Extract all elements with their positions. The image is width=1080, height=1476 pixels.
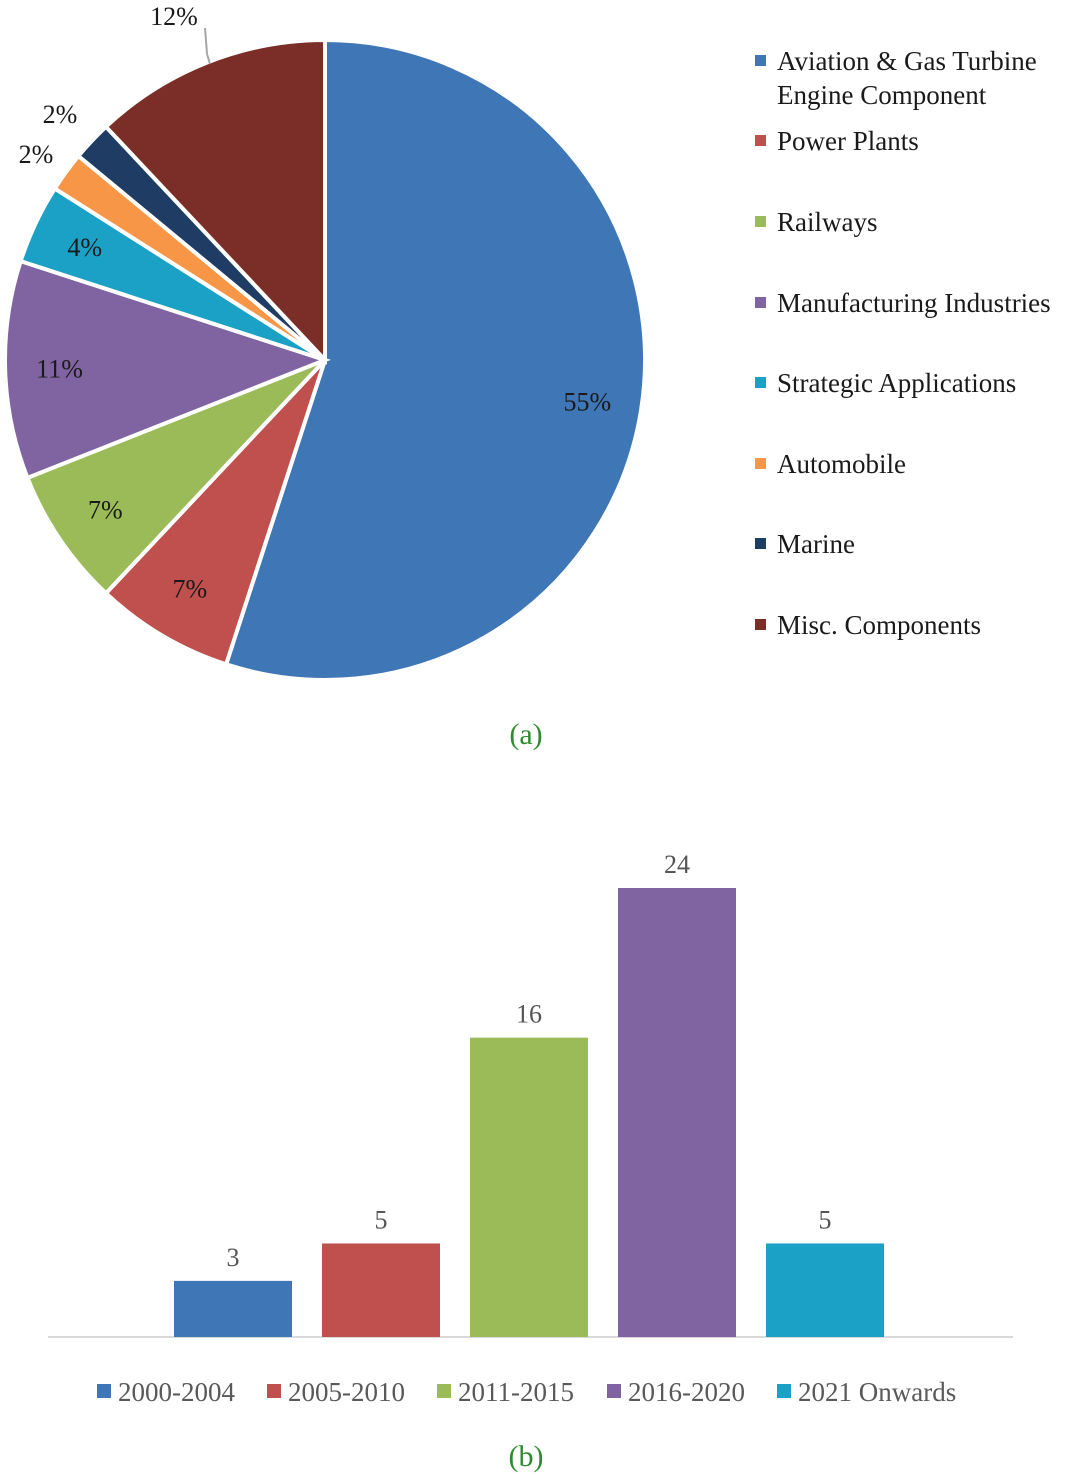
legend-label: 2021 Onwards xyxy=(798,1377,956,1407)
bar-data-label: 5 xyxy=(375,1205,388,1234)
bar-legend: 2000-2004 2005-2010 2011-2015 2016-2020 2021… xyxy=(97,1377,956,1407)
pie-data-label: 11% xyxy=(36,354,83,383)
caption-a: (a) xyxy=(509,718,542,751)
legend-label: Power Plants xyxy=(777,126,919,156)
legend-swatch xyxy=(755,619,766,630)
bar-data-label: 24 xyxy=(664,850,690,879)
legend-label: 2011-2015 xyxy=(458,1377,574,1407)
legend-swatch xyxy=(97,1384,111,1398)
legend-swatch xyxy=(755,216,766,227)
pie-data-label: 55% xyxy=(563,388,611,417)
legend-swatch xyxy=(755,538,766,549)
bar-data-label: 3 xyxy=(227,1243,240,1272)
bar-data-label: 16 xyxy=(516,1000,542,1029)
legend-swatch xyxy=(755,458,766,469)
legend-swatch xyxy=(777,1384,791,1398)
legend-label: Railways xyxy=(777,207,878,237)
bar-2021-onwards xyxy=(766,1243,884,1337)
legend-swatch xyxy=(607,1384,621,1398)
legend-swatch xyxy=(755,297,766,308)
bar-2011-2015 xyxy=(470,1037,588,1337)
pie-data-label: 2% xyxy=(43,100,78,129)
legend-label: 2005-2010 xyxy=(288,1377,405,1407)
pie-chart: 55% 7% 7% 11% 4% 2% 2% 12% Aviation & Gas Turbi… xyxy=(3,2,1051,751)
legend-swatch xyxy=(437,1384,451,1398)
pie-data-label: 4% xyxy=(67,233,102,262)
pie-label-leader xyxy=(204,27,211,65)
legend-swatch xyxy=(755,135,766,146)
pie-data-label: 2% xyxy=(19,140,54,169)
legend-swatch xyxy=(267,1384,281,1398)
bar-2000-2004 xyxy=(174,1280,292,1337)
bar-data-label: 5 xyxy=(819,1205,832,1234)
legend-label: Manufacturing Industries xyxy=(777,288,1051,318)
legend-label: Aviation & Gas Turbine xyxy=(777,46,1037,76)
bar-2005-2010 xyxy=(322,1243,440,1337)
legend-label: Automobile xyxy=(777,449,906,479)
pie-data-labels: 55% 7% 7% 11% 4% 2% 2% 12% xyxy=(19,2,612,604)
pie-slice-power-plants xyxy=(103,358,327,667)
bars xyxy=(174,888,884,1337)
pie-slice-railways xyxy=(24,358,327,597)
legend-label: Marine xyxy=(777,529,855,559)
legend-label: 2016-2020 xyxy=(628,1377,745,1407)
legend-swatch xyxy=(755,377,766,388)
pie-slices xyxy=(3,37,647,682)
pie-data-label: 12% xyxy=(150,2,198,31)
pie-slice-manufacturing-industries xyxy=(3,258,331,481)
pie-data-label: 7% xyxy=(172,575,207,604)
legend-label: Strategic Applications xyxy=(777,368,1016,398)
caption-b: (b) xyxy=(509,1440,544,1473)
bar-data-labels: 3 5 16 24 5 xyxy=(227,850,832,1272)
legend-label: Misc. Components xyxy=(777,610,981,640)
bar-chart: 3 5 16 24 5 2000-2004 2005-2010 2011-2015 2016-… xyxy=(48,850,1013,1473)
bar-2016-2020 xyxy=(618,888,736,1337)
pie-slice-misc-components xyxy=(103,37,327,366)
pie-data-label: 7% xyxy=(88,495,123,524)
legend-label: 2000-2004 xyxy=(118,1377,235,1407)
pie-slice-aviation-gas-turbine-engine-component xyxy=(223,37,647,682)
pie-legend: Aviation & Gas Turbine Engine Component Po… xyxy=(755,46,1051,640)
legend-label: Engine Component xyxy=(777,80,987,110)
legend-swatch xyxy=(755,55,766,66)
